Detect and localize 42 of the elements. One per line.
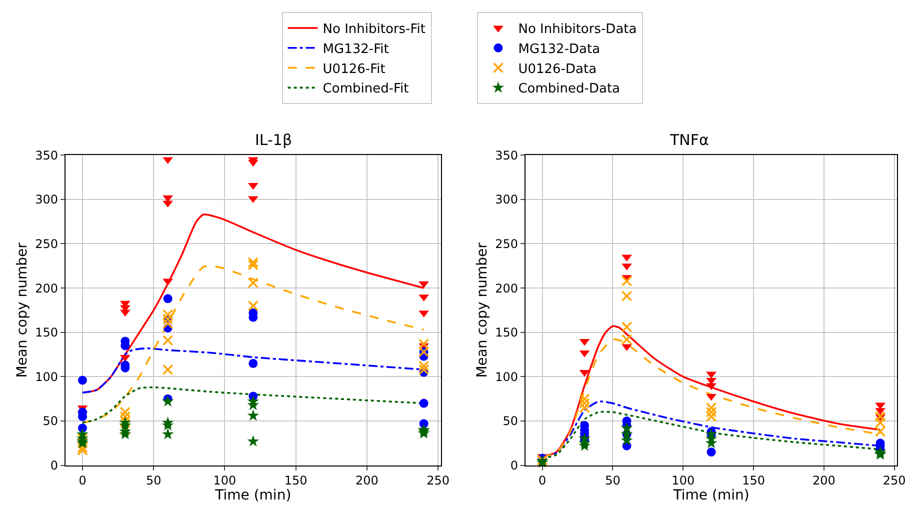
y-tick-label: 150 bbox=[495, 326, 518, 340]
y-tick-label: 250 bbox=[35, 236, 58, 251]
x-tick-label: 100 bbox=[672, 474, 695, 488]
x-tick-label: 250 bbox=[882, 474, 906, 488]
legend-label: U0126-Fit bbox=[322, 62, 386, 77]
y-tick-label: 50 bbox=[42, 414, 58, 428]
y-tick-label: 0 bbox=[510, 458, 518, 473]
y-tick-label: 250 bbox=[495, 236, 518, 251]
x-tick-label: 150 bbox=[742, 474, 765, 488]
x-tick-label: 200 bbox=[355, 474, 378, 488]
y-tick-label: 0 bbox=[50, 458, 58, 473]
x-tick-label: 0 bbox=[538, 474, 546, 488]
legend-label: No Inhibitors-Fit bbox=[322, 22, 426, 38]
y-tick-label: 150 bbox=[35, 326, 58, 340]
legend-label: Combined-Data bbox=[518, 82, 620, 97]
legend-label: Combined-Fit bbox=[322, 82, 409, 97]
x-axis-title: Time (min) bbox=[672, 488, 750, 504]
legend-label: No Inhibitors-Data bbox=[518, 22, 637, 38]
x-tick-label: 0 bbox=[78, 474, 86, 488]
x-tick-label: 250 bbox=[426, 474, 450, 488]
chart-title: TNFα bbox=[669, 131, 710, 149]
y-tick-label: 100 bbox=[35, 370, 58, 384]
x-tick-label: 150 bbox=[284, 474, 308, 488]
x-tick-label: 100 bbox=[213, 474, 236, 488]
legend-label: U0126-Data bbox=[518, 62, 597, 77]
y-tick-label: 300 bbox=[495, 192, 518, 207]
y-tick-label: 350 bbox=[35, 148, 58, 162]
y-axis-title: Mean copy number bbox=[474, 242, 491, 378]
y-tick-label: 350 bbox=[495, 148, 518, 162]
x-tick-label: 50 bbox=[605, 474, 620, 488]
chart-title: IL-1β bbox=[255, 131, 292, 149]
x-axis-title: Time (min) bbox=[214, 488, 292, 504]
legend-label: MG132-Fit bbox=[322, 42, 389, 57]
legend-label: MG132-Data bbox=[518, 42, 600, 57]
y-tick-label: 100 bbox=[495, 370, 518, 384]
x-tick-label: 200 bbox=[812, 474, 836, 488]
y-axis-title: Mean copy number bbox=[14, 242, 31, 378]
y-tick-label: 200 bbox=[495, 281, 518, 296]
y-tick-label: 300 bbox=[35, 192, 58, 207]
x-tick-label: 50 bbox=[146, 474, 162, 488]
y-tick-label: 200 bbox=[35, 281, 58, 296]
y-tick-label: 50 bbox=[502, 414, 518, 428]
